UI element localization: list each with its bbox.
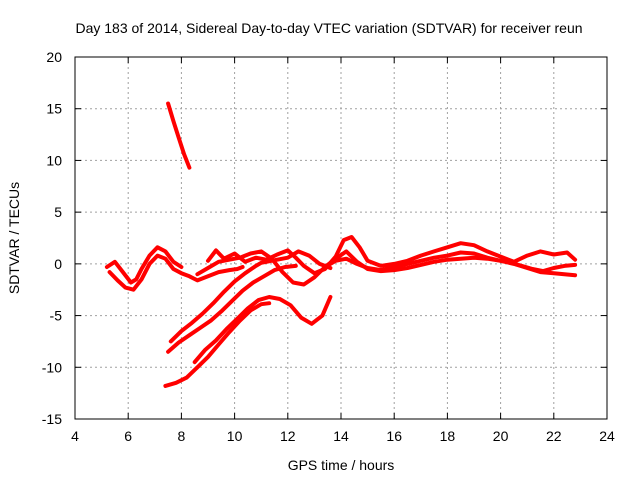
series-track-9 <box>163 301 272 388</box>
y-tick-label: 10 <box>46 152 62 168</box>
grid <box>75 57 607 419</box>
y-tick-label: 5 <box>54 204 62 220</box>
series-track-10 <box>323 249 578 274</box>
y-tick-labels: -15 -10 -5 0 5 10 15 20 <box>42 49 62 427</box>
x-axis-title: GPS time / hours <box>288 457 395 473</box>
plot-frame <box>74 56 608 420</box>
x-tick-label: 14 <box>333 428 349 444</box>
x-tick-labels: 4 6 8 10 12 14 16 18 20 22 24 <box>71 428 615 444</box>
series-track-1 <box>166 101 192 170</box>
x-tick-label: 10 <box>227 428 243 444</box>
chart-title: Day 183 of 2014, Sidereal Day-to-day VTE… <box>75 20 582 36</box>
x-tick-label: 4 <box>71 428 79 444</box>
y-tick-label: 0 <box>54 256 62 272</box>
series-track-5 <box>206 235 578 276</box>
series-track-2 <box>104 245 184 285</box>
x-tick-label: 20 <box>493 428 509 444</box>
x-tick-label: 16 <box>386 428 402 444</box>
x-tick-label: 8 <box>178 428 186 444</box>
y-axis-title: SDTVAR / TECUs <box>6 182 22 294</box>
y-tick-label: 15 <box>46 101 62 117</box>
y-tick-label: -10 <box>42 359 62 375</box>
data-series <box>104 101 578 388</box>
series-track-6 <box>168 249 333 344</box>
x-tick-label: 18 <box>440 428 456 444</box>
series-track-8 <box>192 295 333 365</box>
x-tick-label: 6 <box>124 428 132 444</box>
series-track-7 <box>166 263 298 354</box>
x-tick-label: 22 <box>546 428 562 444</box>
y-tick-label: 20 <box>46 49 62 65</box>
y-tick-label: -5 <box>50 308 63 324</box>
series-track-3 <box>107 253 245 292</box>
x-tick-label: 24 <box>599 428 615 444</box>
y-tick-label: -15 <box>42 411 62 427</box>
x-tick-label: 12 <box>280 428 296 444</box>
